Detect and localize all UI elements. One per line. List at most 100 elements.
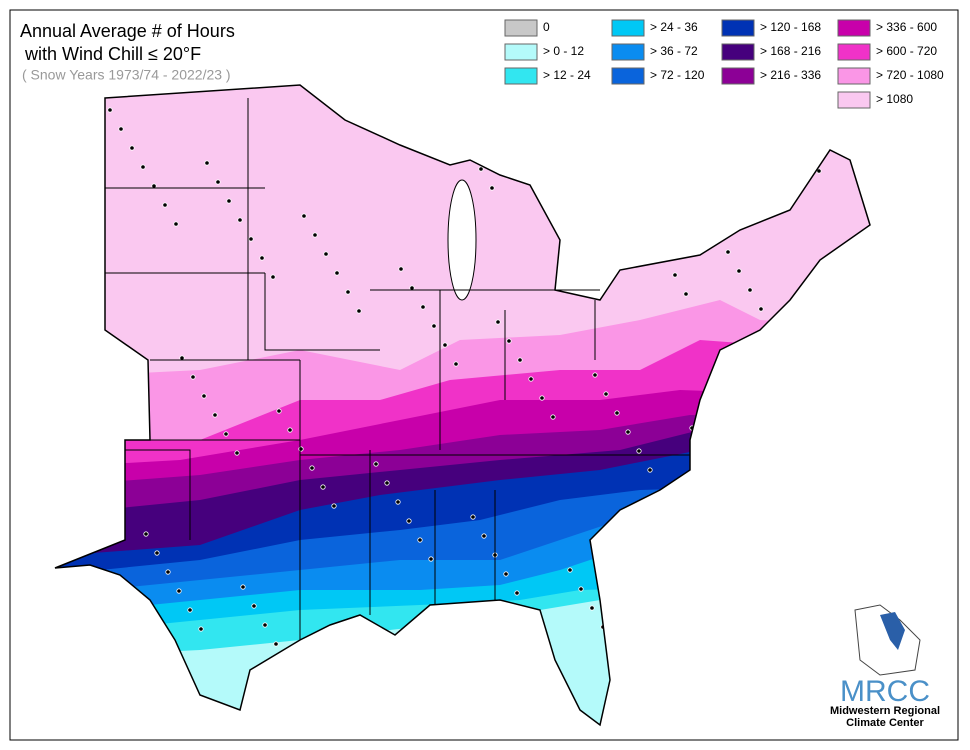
- station-dot: [107, 107, 113, 113]
- station-dot: [331, 503, 337, 509]
- station-dot: [226, 198, 232, 204]
- station-dot: [176, 588, 182, 594]
- station-dot: [198, 626, 204, 632]
- legend-swatch: [504, 43, 538, 61]
- subtitle: ( Snow Years 1973/74 - 2022/23 ): [22, 67, 231, 83]
- station-dot: [356, 308, 362, 314]
- station-dot: [165, 569, 171, 575]
- legend-swatch: [611, 19, 645, 37]
- legend-swatch: [837, 43, 871, 61]
- station-dot: [240, 584, 246, 590]
- station-dot: [301, 213, 307, 219]
- station-dot: [647, 467, 653, 473]
- legend-label: > 168 - 216: [760, 44, 821, 58]
- station-dot: [506, 338, 512, 344]
- station-dot: [223, 431, 229, 437]
- logo-text: Midwestern Regional: [830, 705, 940, 717]
- station-dot: [592, 372, 598, 378]
- station-dot: [234, 450, 240, 456]
- logo-acronym: MRCC: [840, 675, 930, 708]
- station-dot: [173, 221, 179, 227]
- legend-swatch: [504, 19, 538, 37]
- station-dot: [373, 461, 379, 467]
- station-dot: [237, 217, 243, 223]
- legend-swatch: [837, 91, 871, 109]
- station-dot: [725, 249, 731, 255]
- station-dot: [334, 270, 340, 276]
- legend-label: > 720 - 1080: [876, 68, 944, 82]
- legend-swatch: [611, 67, 645, 85]
- title-line: Annual Average # of Hours: [20, 21, 235, 41]
- station-dot: [636, 448, 642, 454]
- station-dot: [672, 272, 678, 278]
- station-dot: [118, 126, 124, 132]
- legend: 0 > 0 - 12 > 12 - 24 > 24 - 36 > 36 - 72 > 72…: [504, 19, 944, 109]
- legend-label: > 0 - 12: [543, 44, 584, 58]
- legend-label: > 120 - 168: [760, 20, 821, 34]
- station-dot: [201, 393, 207, 399]
- station-dot: [528, 376, 534, 382]
- station-dot: [489, 185, 495, 191]
- station-dot: [470, 514, 476, 520]
- station-dot: [747, 287, 753, 293]
- station-dot: [273, 641, 279, 647]
- station-dot: [143, 531, 149, 537]
- state-lines: [105, 98, 690, 640]
- station-dot: [309, 465, 315, 471]
- station-dot: [251, 603, 257, 609]
- station-dot: [478, 166, 484, 172]
- lake-michigan: [447, 179, 477, 301]
- station-dot: [129, 145, 135, 151]
- legend-swatch: [837, 67, 871, 85]
- station-dot: [420, 304, 426, 310]
- station-dot: [603, 391, 609, 397]
- title-block: Annual Average # of Hours with Wind Chil…: [20, 21, 235, 83]
- station-dot: [453, 361, 459, 367]
- logo-text: Climate Center: [846, 717, 924, 729]
- station-dot: [212, 412, 218, 418]
- station-dot: [262, 622, 268, 628]
- station-dot: [514, 590, 520, 596]
- station-dot: [567, 567, 573, 573]
- station-dot: [154, 550, 160, 556]
- legend-label: > 24 - 36: [650, 20, 698, 34]
- legend-label: > 600 - 720: [876, 44, 937, 58]
- station-dot: [204, 160, 210, 166]
- station-dot: [578, 586, 584, 592]
- legend-label: > 12 - 24: [543, 68, 591, 82]
- station-dot: [589, 605, 595, 611]
- station-dot: [287, 427, 293, 433]
- station-dot: [539, 395, 545, 401]
- legend-swatch: [721, 67, 755, 85]
- station-dot: [417, 537, 423, 543]
- station-dot: [625, 429, 631, 435]
- station-dot: [298, 446, 304, 452]
- legend-swatch: [837, 19, 871, 37]
- station-dot: [190, 374, 196, 380]
- legend-swatch: [504, 67, 538, 85]
- logo-map: [854, 604, 921, 676]
- station-dot: [503, 571, 509, 577]
- legend-label: > 336 - 600: [876, 20, 937, 34]
- station-dot: [406, 518, 412, 524]
- legend-label: > 36 - 72: [650, 44, 698, 58]
- station-dot: [758, 306, 764, 312]
- station-dot: [395, 499, 401, 505]
- station-dot: [162, 202, 168, 208]
- station-dot: [614, 410, 620, 416]
- station-dot: [270, 274, 276, 280]
- station-dot: [495, 319, 501, 325]
- logo: MRCC Midwestern Regional Climate Center: [830, 604, 940, 729]
- station-dot: [550, 414, 556, 420]
- station-dot: [323, 251, 329, 257]
- station-dot: [481, 533, 487, 539]
- station-dot: [312, 232, 318, 238]
- station-dot: [259, 255, 265, 261]
- station-dot: [517, 357, 523, 363]
- station-dot: [140, 164, 146, 170]
- region-outline: [54, 84, 871, 727]
- legend-label: 0: [543, 20, 550, 34]
- station-dot: [683, 291, 689, 297]
- legend-label: > 216 - 336: [760, 68, 821, 82]
